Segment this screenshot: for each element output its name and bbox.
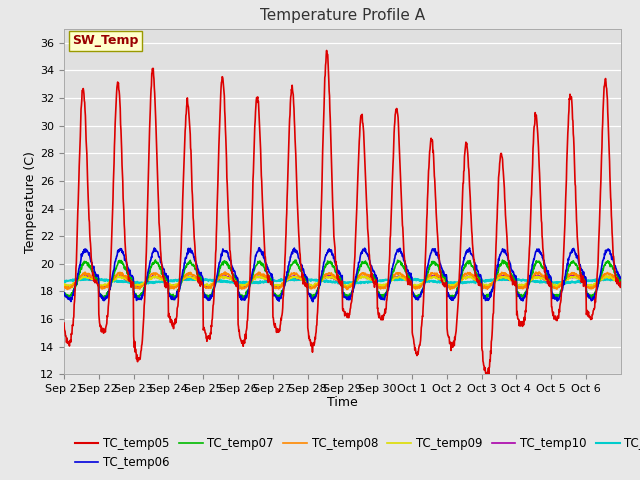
TC_temp07 — [60, 290, 68, 296]
TC_temp10 — [556, 283, 563, 288]
TC_temp06 — [556, 293, 564, 299]
TC_temp09 — [318, 277, 326, 283]
Line: TC_temp09: TC_temp09 — [64, 276, 621, 287]
TC_temp08 — [221, 269, 229, 275]
TC_temp05 — [617, 279, 625, 285]
Line: TC_temp08: TC_temp08 — [64, 272, 621, 289]
TC_temp09 — [308, 284, 316, 290]
TC_temp09 — [60, 281, 68, 287]
TC_temp06 — [147, 256, 155, 262]
TC_temp07 — [474, 274, 482, 280]
TC_temp05 — [147, 86, 155, 92]
TC_temp05 — [556, 303, 564, 309]
Y-axis label: Temperature (C): Temperature (C) — [24, 151, 37, 252]
TC_temp08 — [147, 271, 155, 277]
TC_temp05 — [60, 320, 68, 326]
Text: SW_Temp: SW_Temp — [72, 35, 139, 48]
TC_temp09 — [611, 276, 618, 282]
TC_temp10 — [147, 275, 155, 281]
TC_temp10 — [567, 272, 575, 278]
TC_temp08 — [343, 287, 351, 292]
TC_temp07 — [152, 257, 159, 263]
TC_temp06 — [255, 245, 263, 251]
TC_temp09 — [617, 278, 625, 284]
TC_temp09 — [114, 273, 122, 278]
TC_temp10 — [378, 285, 386, 291]
TC_temp08 — [474, 276, 482, 282]
TC_temp08 — [317, 278, 325, 284]
TC_temp10 — [617, 278, 625, 284]
TC_temp11 — [617, 277, 625, 283]
TC_temp06 — [60, 290, 68, 296]
TC_temp05 — [611, 266, 618, 272]
TC_temp08 — [556, 283, 564, 288]
TC_temp06 — [318, 270, 326, 276]
TC_temp11 — [298, 276, 305, 281]
TC_temp10 — [474, 277, 482, 283]
TC_temp11 — [328, 279, 336, 285]
TC_temp05 — [317, 207, 325, 213]
Line: TC_temp05: TC_temp05 — [64, 50, 621, 375]
TC_temp07 — [556, 292, 564, 298]
TC_temp09 — [328, 274, 336, 279]
TC_temp11 — [137, 281, 145, 287]
TC_temp07 — [617, 277, 625, 283]
TC_temp10 — [328, 275, 335, 280]
TC_temp08 — [328, 273, 336, 278]
TC_temp08 — [617, 278, 625, 284]
Line: TC_temp07: TC_temp07 — [64, 260, 621, 300]
TC_temp11 — [148, 280, 156, 286]
TC_temp10 — [60, 282, 68, 288]
TC_temp06 — [309, 299, 317, 305]
TC_temp10 — [611, 276, 618, 282]
TC_temp11 — [556, 279, 564, 285]
TC_temp11 — [611, 276, 618, 282]
TC_temp11 — [318, 278, 326, 284]
TC_temp07 — [611, 270, 618, 276]
Title: Temperature Profile A: Temperature Profile A — [260, 9, 425, 24]
TC_temp09 — [148, 276, 156, 282]
Line: TC_temp06: TC_temp06 — [64, 248, 621, 302]
X-axis label: Time: Time — [327, 396, 358, 408]
TC_temp05 — [328, 179, 336, 185]
TC_temp11 — [474, 278, 482, 284]
TC_temp06 — [328, 251, 336, 256]
TC_temp07 — [318, 275, 326, 281]
TC_temp05 — [485, 372, 493, 378]
TC_temp06 — [617, 275, 625, 280]
TC_temp09 — [474, 277, 482, 283]
TC_temp09 — [556, 281, 564, 287]
Line: TC_temp10: TC_temp10 — [64, 275, 621, 288]
TC_temp07 — [170, 297, 177, 302]
TC_temp08 — [611, 274, 618, 279]
TC_temp05 — [474, 279, 482, 285]
TC_temp08 — [60, 284, 68, 290]
TC_temp07 — [147, 264, 155, 270]
TC_temp07 — [328, 264, 336, 269]
TC_temp06 — [474, 269, 482, 275]
Legend: TC_temp05, TC_temp06, TC_temp07, TC_temp08, TC_temp09, TC_temp10, TC_temp11: TC_temp05, TC_temp06, TC_temp07, TC_temp… — [70, 432, 640, 473]
TC_temp11 — [60, 278, 68, 284]
TC_temp05 — [323, 48, 330, 53]
Line: TC_temp11: TC_temp11 — [64, 278, 621, 284]
TC_temp06 — [611, 261, 618, 266]
TC_temp10 — [317, 278, 325, 284]
